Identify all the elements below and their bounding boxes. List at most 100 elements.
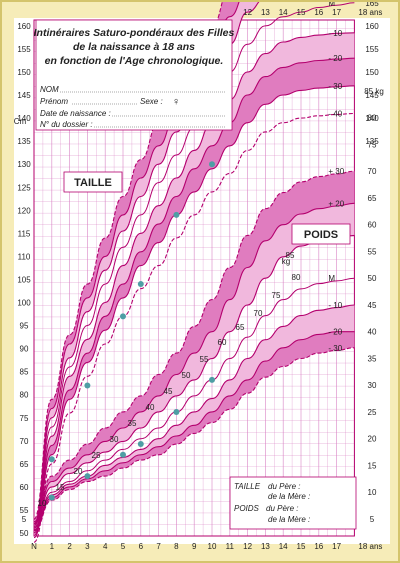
taille-curve-minus20: [33, 57, 355, 536]
poids-curve-plus30: [33, 170, 355, 523]
taille-left-tick: 130: [17, 160, 31, 169]
taille-label-box: [63, 171, 123, 193]
poids-curve-label: + 20: [328, 199, 344, 208]
x-tick-bottom: 4: [103, 542, 108, 551]
taille-left-tick: 65: [20, 460, 29, 469]
x-tick-top: 15: [297, 8, 306, 17]
x-tick-top: 16: [314, 8, 323, 17]
poids-curve-plus10: [33, 234, 355, 525]
poids-right-tick: 85 kg: [364, 87, 384, 96]
poids-label-box: [291, 223, 351, 245]
poids-inner-tick: 85: [286, 251, 295, 260]
poids-right-tick: 30: [368, 381, 377, 390]
taille-measurement-point: [209, 161, 215, 168]
parents-taille-pere: du Père :: [268, 482, 300, 491]
poids-band-plus20-plus10: [34, 203, 355, 525]
taille-right-tick: 155: [365, 45, 379, 54]
x-tick-bottom: 9: [192, 542, 197, 551]
taille-left-tick: 110: [18, 252, 31, 261]
taille-left-tick: 75: [20, 414, 29, 423]
chart-title-line-3: en fonction de l'Age chronologique.: [45, 55, 224, 67]
poids-measurement-point: [84, 473, 91, 480]
poids-right-tick: 15: [368, 461, 377, 470]
poids-measurement-point: [209, 376, 215, 383]
poids-inner-tick: 60: [218, 338, 227, 347]
poids-inner-tick: 80: [292, 273, 301, 282]
taille-left-tick: 120: [17, 206, 31, 215]
taille-curve-label: M: [328, 0, 335, 8]
poids-right-tick: 65: [368, 194, 377, 203]
poids-band-plus30-plus20: [34, 171, 355, 524]
poids-inner-tick: 20: [74, 467, 83, 476]
poids-inner-tick: 70: [254, 309, 263, 318]
x-tick-bottom: 16: [314, 542, 323, 551]
poids-right-tick: 20: [368, 435, 377, 444]
form-prenom-label: Prénom: [40, 97, 68, 106]
x-tick-bottom: 10: [208, 542, 217, 551]
taille-right-tick: 135: [365, 137, 379, 146]
poids-curve-label: + 30: [328, 167, 344, 176]
poids-right-tick: 25: [368, 408, 377, 417]
poids-right-tick: 80: [368, 114, 377, 123]
poids-inner-tick: 50: [182, 371, 191, 380]
taille-left-tick: 105: [17, 275, 31, 284]
poids-curve-M: [33, 277, 355, 528]
poids-inner-tick: 65: [236, 323, 245, 332]
x-tick-bottom: 1: [50, 542, 55, 551]
parents-box: [229, 476, 357, 530]
percentile-bands: [34, 0, 355, 538]
form-date-label: Date de naissance :: [40, 109, 111, 118]
info-box: [35, 19, 233, 131]
poids-measurement-point: [137, 441, 144, 448]
poids-inner-tick: 25: [92, 451, 101, 460]
taille-left-tick: 140: [17, 114, 31, 123]
chart-title-line-2: de la naissance à 18 ans: [73, 41, 195, 53]
taille-left-unit: Cm: [14, 117, 27, 126]
poids-right-tick: 60: [368, 221, 377, 230]
poids-inner-tick: 15: [56, 483, 65, 492]
x-tick-top: 13: [261, 8, 270, 17]
x-tick-bottom: 12: [243, 542, 252, 551]
poids-inner-unit: kg: [282, 257, 290, 266]
poids-inner-tick: 75: [272, 291, 281, 300]
taille-right-tick: 145: [365, 91, 379, 100]
poids-curve-plus20: [33, 202, 355, 524]
female-symbol-icon: ♀: [172, 96, 180, 108]
poids-right-tick: 5: [370, 515, 375, 524]
taille-left-tick: 150: [17, 68, 31, 77]
taille-curve-label: - 10: [328, 29, 342, 38]
poids-inner-tick: 45: [164, 387, 173, 396]
parents-poids-pere: du Père :: [266, 504, 298, 513]
taille-left-tick: 135: [17, 137, 31, 146]
taille-measurement-point: [120, 313, 126, 320]
x-tick-bottom: 5: [121, 542, 126, 551]
taille-curve-label: - 20: [328, 54, 342, 63]
taille-left-tick: 145: [17, 91, 31, 100]
x-tick-bottom: 2: [67, 542, 72, 551]
poids-right-tick: 50: [368, 274, 377, 283]
poids-inner-tick: 5: [22, 515, 27, 524]
taille-left-tick: 55: [20, 506, 29, 515]
x-tick-bottom: 15: [297, 542, 306, 551]
poids-right-tick: 55: [368, 247, 377, 256]
form-sexe-label: Sexe :: [140, 97, 163, 106]
poids-curve-label: - 10: [328, 301, 342, 310]
taille-curve-label: - 30: [328, 82, 342, 91]
poids-inner-tick: 10: [38, 499, 47, 508]
poids-right-tick: 45: [368, 301, 377, 310]
poids-band-minus10-minus20: [34, 305, 355, 530]
taille-left-tick: 50: [20, 529, 29, 538]
x-tick-top: 12: [243, 8, 252, 17]
form-dossier-label: N° du dossier :: [40, 120, 93, 129]
taille-curve-minus10: [33, 32, 355, 534]
poids-measurement-point: [173, 408, 180, 415]
x-tick-top: 17: [332, 8, 341, 17]
poids-measurement-point: [120, 451, 126, 458]
taille-measurement-point: [173, 211, 180, 218]
x-tick-bottom: 13: [261, 542, 270, 551]
poids-right-tick: 10: [368, 488, 377, 497]
taille-left-tick: 100: [17, 299, 31, 308]
x-tick-bottom: 11: [226, 542, 235, 551]
